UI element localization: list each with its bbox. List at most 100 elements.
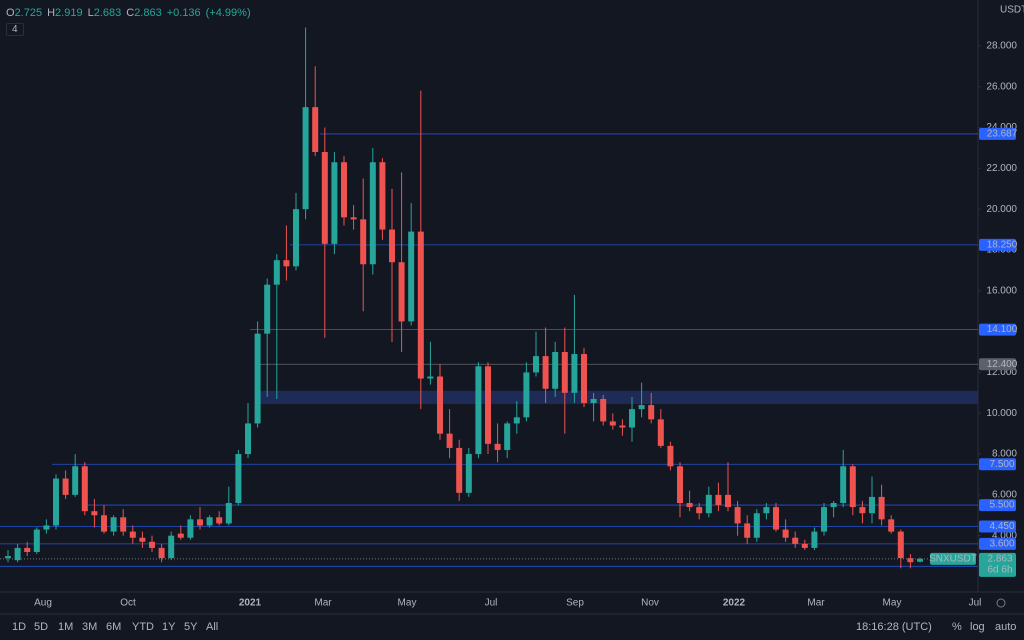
change-percent: (+4.99%) xyxy=(205,7,251,19)
candle-body xyxy=(187,519,194,538)
y-tick-label: 12.000 xyxy=(986,367,1017,378)
range-button[interactable]: 5D xyxy=(34,621,49,633)
price-tag-label: 23.687 xyxy=(987,129,1018,140)
candle-body xyxy=(62,478,69,495)
ohlc-value: 2.725 xyxy=(14,7,43,19)
candle-body xyxy=(43,525,50,530)
candle-body xyxy=(350,217,357,220)
price-tag xyxy=(979,323,1016,336)
range-button[interactable]: 6M xyxy=(106,621,122,633)
candle-body xyxy=(533,356,539,373)
candle-body xyxy=(302,107,309,210)
candle-body xyxy=(600,398,607,422)
candle-body xyxy=(840,466,847,504)
candle-body xyxy=(657,419,664,446)
candle-body xyxy=(254,333,261,424)
range-button[interactable]: 1Y xyxy=(162,621,176,633)
x-tick-label: Mar xyxy=(807,598,825,609)
price-tag-label: 3.600 xyxy=(989,538,1014,549)
ohlc-prefix: L xyxy=(87,7,94,19)
clock: 18:16:28 (UTC) xyxy=(856,621,932,633)
candle-body xyxy=(677,466,683,504)
candle-body xyxy=(216,517,223,524)
ohlc-prefix: C xyxy=(126,7,135,19)
candle-body xyxy=(446,433,453,448)
candle-body xyxy=(33,529,40,553)
candle-body xyxy=(197,519,203,526)
ohlc-value: 2.863 xyxy=(134,7,162,19)
candle-body xyxy=(264,284,271,334)
price-tag xyxy=(979,127,1016,140)
candle-body xyxy=(792,537,799,544)
candle-body xyxy=(561,352,568,393)
y-tick-label: 16.000 xyxy=(986,285,1017,296)
y-tick-label: 4.000 xyxy=(992,530,1017,541)
candle-body xyxy=(811,531,818,548)
candle-body xyxy=(81,466,88,512)
x-tick-label: Jul xyxy=(485,598,498,609)
price-tag-label: 5.500 xyxy=(989,500,1014,511)
currency[interactable]: USDT xyxy=(1000,5,1024,16)
x-tick-label: Mar xyxy=(314,598,332,609)
settings-icon[interactable] xyxy=(996,598,1006,608)
y-tick-label: 28.000 xyxy=(986,41,1017,52)
candle-body xyxy=(72,466,79,495)
x-tick-label: 2021 xyxy=(239,598,262,609)
y-tick-label: 6.000 xyxy=(992,490,1017,501)
candle-body xyxy=(369,162,376,265)
candle-body xyxy=(225,503,232,524)
candle-body xyxy=(725,494,731,508)
range-button[interactable]: 3M xyxy=(82,621,98,633)
candle-body xyxy=(168,535,175,559)
candle-body xyxy=(859,507,866,514)
candle-body xyxy=(782,529,789,538)
ohlc-value: 2.683 xyxy=(93,7,122,19)
y-tick-label: 20.000 xyxy=(986,204,1017,215)
candle-body xyxy=(427,376,434,379)
candle-body xyxy=(475,366,482,455)
x-tick-label: May xyxy=(398,598,417,609)
candle-body xyxy=(648,405,655,420)
candle-body xyxy=(667,445,674,467)
candle-body xyxy=(801,543,808,548)
range-button[interactable]: YTD xyxy=(132,621,154,633)
candle-body xyxy=(177,533,184,538)
range-button[interactable]: 1M xyxy=(58,621,74,633)
candle-body xyxy=(437,376,443,434)
price-tag-label: 4.450 xyxy=(989,521,1014,532)
percent-toggle[interactable]: % xyxy=(952,621,962,633)
x-tick-label: 2022 xyxy=(723,598,746,609)
x-tick-label: Jul xyxy=(969,598,982,609)
candle-body xyxy=(744,523,751,538)
price-tag xyxy=(979,458,1016,471)
price-tag xyxy=(979,499,1016,512)
indicator-count[interactable]: 4 xyxy=(6,23,24,36)
y-tick-label: 8.000 xyxy=(992,449,1017,460)
candle-body xyxy=(312,107,319,153)
auto-toggle[interactable]: auto xyxy=(995,621,1017,633)
range-button[interactable]: 1D xyxy=(12,621,27,633)
candle-body xyxy=(696,507,703,514)
candle-body xyxy=(590,398,597,404)
bottom-toolbar: 1D 5D 1M 3M 6M YTD 1Y 5Y All 18:16:28 (UTC)% log au… xyxy=(0,614,1024,640)
candle-body xyxy=(552,352,559,389)
log-toggle[interactable]: log xyxy=(970,621,985,633)
range-button[interactable]: All xyxy=(206,621,219,633)
price-tag xyxy=(979,520,1016,533)
ohlc-prefix: O xyxy=(6,7,15,19)
x-tick-label: Aug xyxy=(34,598,52,609)
candle-body xyxy=(14,547,21,561)
candle-body xyxy=(293,209,299,267)
candle-body xyxy=(888,519,895,532)
candle-body xyxy=(360,219,367,265)
candle-body xyxy=(53,478,59,526)
last-price-tag xyxy=(979,552,1016,577)
ohlc-prefix: H xyxy=(47,7,56,19)
candle-body xyxy=(917,558,923,562)
candle-body xyxy=(494,443,501,450)
range-button[interactable]: 5Y xyxy=(184,621,198,633)
candle-body xyxy=(389,229,395,263)
y-tick-label: 10.000 xyxy=(986,408,1017,419)
candle-body xyxy=(331,162,338,244)
